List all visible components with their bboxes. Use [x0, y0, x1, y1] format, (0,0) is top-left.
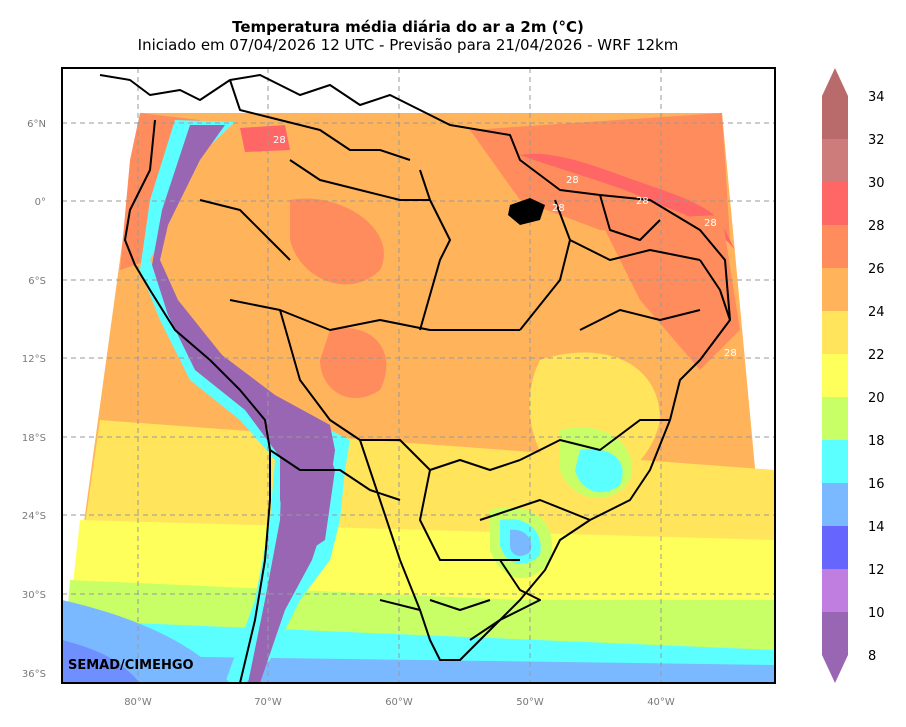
contour-label: 28 — [724, 348, 737, 359]
colorbar-segment — [822, 612, 848, 655]
contour-label: 28 — [636, 196, 649, 207]
colorbar-segment — [822, 182, 848, 225]
colorbar-label: 32 — [868, 133, 885, 148]
colorbar-label: 16 — [868, 477, 885, 492]
lon-tick-label: 50°W — [516, 697, 544, 708]
colorbar-label: 26 — [868, 262, 885, 277]
map-title: Temperatura média diária do ar a 2m (°C) — [232, 18, 584, 36]
lat-tick-label: 24°S — [22, 511, 46, 522]
colorbar-label: 12 — [868, 563, 885, 578]
colorbar-segment — [822, 225, 848, 268]
map-frame — [61, 67, 776, 684]
lat-tick-label: 18°S — [22, 433, 46, 444]
credit-label: SEMAD/CIMEHGO — [68, 658, 194, 673]
colorbar-segment — [822, 96, 848, 139]
marajo-island — [508, 198, 545, 225]
lat-tick-label: 36°S — [22, 669, 46, 680]
lon-tick-label: 60°W — [385, 697, 413, 708]
contour-label: 28 — [704, 218, 717, 229]
temperature-field — [62, 113, 775, 683]
colorbar-top-arrow — [822, 68, 848, 96]
colorbar-label: 22 — [868, 348, 885, 363]
contour-label: 28 — [552, 203, 565, 214]
colorbar-segment — [822, 354, 848, 397]
colorbar-segment — [822, 569, 848, 612]
lon-tick-label: 80°W — [124, 697, 152, 708]
colorbar-label: 28 — [868, 219, 885, 234]
colorbar-segment — [822, 139, 848, 182]
colorbar-segment — [822, 526, 848, 569]
lon-tick-label: 70°W — [254, 697, 282, 708]
borders — [99, 74, 731, 683]
lat-tick-label: 6°S — [28, 276, 46, 287]
colorbar-segment — [822, 440, 848, 483]
colorbar-label: 20 — [868, 391, 885, 406]
colorbar: 34 32 30 28 26 24 22 20 18 16 14 12 10 8 — [822, 68, 885, 683]
map-subtitle: Iniciado em 07/04/2026 12 UTC - Previsão… — [137, 36, 679, 54]
colorbar-label: 8 — [868, 649, 876, 664]
colorbar-label: 14 — [868, 520, 885, 535]
colorbar-label: 18 — [868, 434, 885, 449]
colorbar-bottom-arrow — [822, 655, 848, 683]
colorbar-segment — [822, 268, 848, 311]
colorbar-segment — [822, 311, 848, 354]
lon-tick-label: 40°W — [647, 697, 675, 708]
colorbar-segment — [822, 483, 848, 526]
lat-tick-label: 0° — [35, 197, 46, 208]
colorbar-label: 10 — [868, 606, 885, 621]
lat-tick-label: 30°S — [22, 590, 46, 601]
graticule — [62, 68, 775, 683]
colorbar-label: 24 — [868, 305, 885, 320]
contour-label: 28 — [566, 175, 579, 186]
colorbar-label: 34 — [868, 90, 885, 105]
colorbar-label: 30 — [868, 176, 885, 191]
contour-label: 28 — [273, 135, 286, 146]
colorbar-segment — [822, 397, 848, 440]
lat-tick-label: 12°S — [22, 354, 46, 365]
lat-tick-label: 6°N — [27, 119, 46, 130]
